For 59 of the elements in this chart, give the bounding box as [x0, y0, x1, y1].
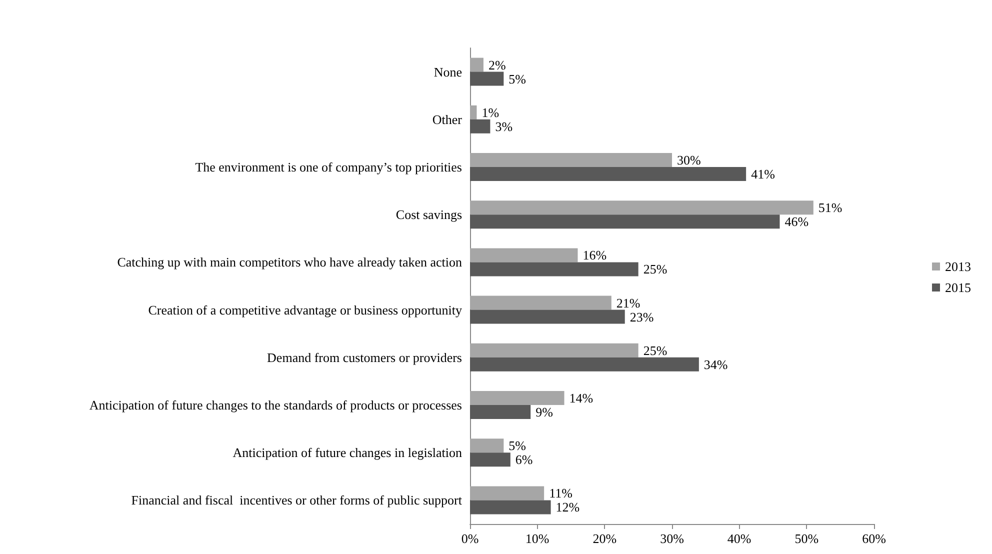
y-tick-label: Anticipation of future changes to the standards of products or processes	[89, 398, 462, 412]
x-tick-label: 0%	[461, 531, 479, 546]
data-label: 14%	[569, 390, 594, 406]
data-label: 9%	[536, 404, 554, 420]
bar	[470, 438, 504, 453]
data-label: 21%	[616, 295, 640, 310]
data-label: 30%	[677, 152, 701, 168]
bar	[470, 200, 814, 215]
data-label: 16%	[582, 248, 607, 263]
data-label: 23%	[630, 309, 654, 324]
data-label: 1%	[482, 104, 500, 120]
bar	[470, 72, 504, 86]
y-tick-label: Creation of a competitive advantage or business opportunity	[148, 302, 462, 318]
x-tick-label: 60%	[862, 531, 886, 546]
y-tick-label: Anticipation of future changes in legislation	[232, 445, 462, 460]
bar	[470, 105, 477, 120]
y-tick-label: Catching up with main competitors who have already taken action	[117, 254, 462, 270]
y-tick-label: None	[434, 64, 462, 80]
y-tick-label: Other	[432, 112, 463, 127]
bar	[470, 153, 672, 167]
bar	[470, 405, 531, 419]
bar	[470, 452, 510, 467]
bar	[470, 296, 612, 310]
bar	[470, 310, 625, 324]
legend-label: 2013	[945, 259, 971, 274]
x-tick-label: 10%	[525, 531, 550, 546]
bar	[470, 248, 578, 262]
x-tick-label: 50%	[794, 531, 819, 546]
bar	[470, 262, 638, 276]
legend-label: 2015	[945, 280, 971, 295]
bar	[470, 343, 638, 358]
bar	[470, 167, 746, 181]
y-tick-label: The environment is one of company’s top priorities	[195, 160, 462, 174]
data-label: 11%	[549, 486, 573, 501]
bar	[470, 119, 490, 134]
data-label: 3%	[495, 118, 513, 134]
bar	[470, 500, 551, 514]
data-label: 5%	[508, 438, 526, 454]
bar	[470, 391, 564, 405]
bar	[470, 214, 780, 229]
data-label: 25%	[643, 342, 668, 358]
data-label: 34%	[704, 356, 728, 372]
x-tick-label: 20%	[592, 531, 617, 546]
y-tick-label: Financial and fiscal incentives or other forms of public support	[131, 492, 462, 508]
data-label: 51%	[818, 200, 842, 216]
bar	[470, 58, 484, 72]
x-tick-label: 40%	[727, 531, 752, 546]
data-label: 41%	[751, 166, 776, 182]
data-label: 12%	[556, 500, 580, 515]
x-tick-label: 30%	[660, 531, 684, 546]
data-label: 46%	[784, 214, 809, 230]
y-tick-label: Cost savings	[396, 207, 462, 222]
data-label: 2%	[488, 57, 506, 72]
y-tick-label: Demand from customers or providers	[267, 350, 462, 365]
data-label: 25%	[643, 262, 668, 277]
data-label: 6%	[515, 452, 533, 468]
bar	[470, 486, 544, 500]
bar	[470, 357, 699, 372]
data-label: 5%	[508, 71, 526, 86]
